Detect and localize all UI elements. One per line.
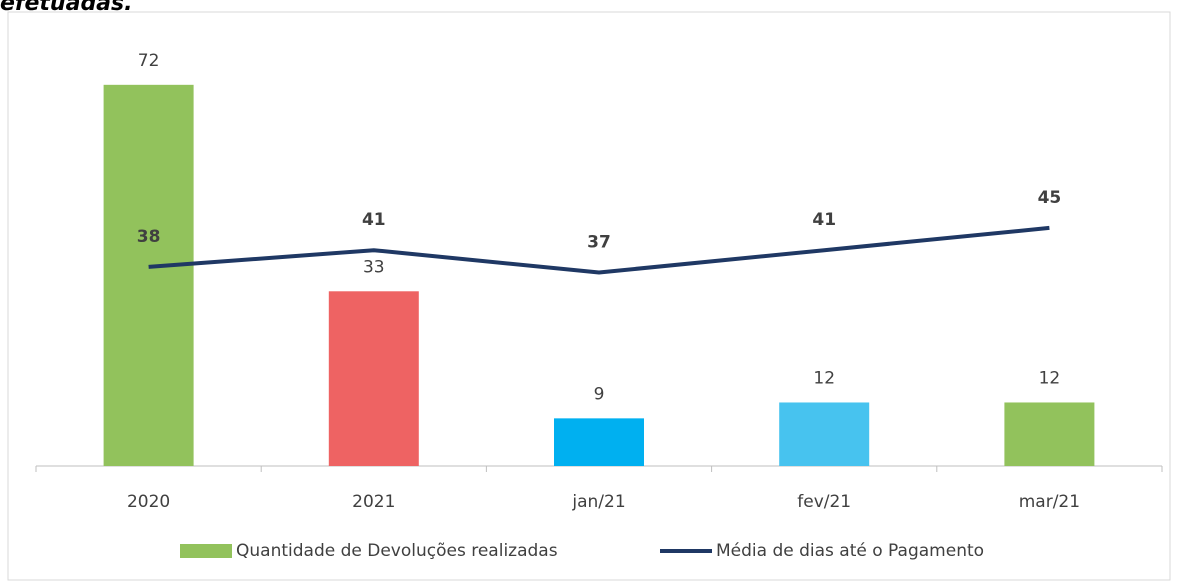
bar	[554, 418, 644, 466]
line-value-label: 41	[812, 210, 836, 230]
legend-swatch	[180, 544, 232, 558]
bar-value-label: 72	[138, 51, 160, 71]
bar	[103, 84, 194, 466]
bar-value-label: 33	[363, 257, 385, 277]
line-value-label: 37	[587, 233, 611, 253]
bar-value-label: 12	[813, 368, 835, 388]
bar	[779, 402, 870, 466]
chart-border	[7, 11, 1171, 581]
chart-title: efetuadas.	[0, 0, 132, 16]
x-tick-label: 2021	[352, 492, 395, 512]
bar	[328, 291, 419, 466]
line-value-label: 45	[1038, 188, 1062, 208]
line-value-label: 38	[137, 227, 161, 247]
x-tick-label: jan/21	[571, 492, 625, 512]
x-tick-label: mar/21	[1019, 492, 1080, 512]
x-tick-label: 2020	[127, 492, 170, 512]
bar-value-label: 9	[594, 384, 605, 404]
line-value-label: 41	[362, 210, 386, 230]
legend-label: Quantidade de Devoluções realizadas	[236, 541, 558, 561]
x-tick-label: fev/21	[797, 492, 851, 512]
line	[148, 225, 1050, 275]
bar-value-label: 12	[1039, 368, 1061, 388]
legend-label: Média de dias até o Pagamento	[716, 541, 984, 561]
bar	[1004, 402, 1095, 466]
